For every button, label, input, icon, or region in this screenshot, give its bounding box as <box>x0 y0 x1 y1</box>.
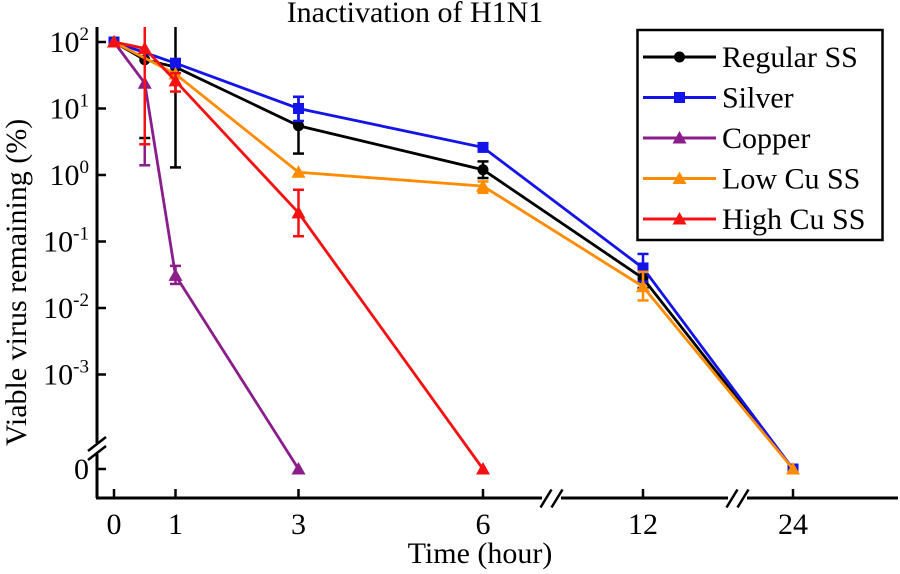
x-axis-break-1 <box>539 488 564 509</box>
y-break-slash <box>87 445 107 461</box>
y-tick-label: 0 <box>74 453 89 486</box>
data-point-marker <box>477 164 489 176</box>
data-point-marker <box>291 165 306 178</box>
x-break-slash <box>736 488 750 509</box>
y-tick-label: 10-3 <box>43 357 89 392</box>
x-break-slash <box>539 488 553 509</box>
data-point-marker <box>477 141 489 153</box>
x-axis-break-2 <box>725 488 750 509</box>
y-tick-label: 102 <box>50 24 90 59</box>
y-tick-label: 101 <box>50 91 90 126</box>
legend-entry-high-cu-ss: High Cu SS <box>643 203 865 236</box>
data-point-marker <box>170 57 181 69</box>
legend-label: Low Cu SS <box>722 163 860 196</box>
x-tick-label: 0 <box>107 508 122 541</box>
y-axis-ticks: 102 101 100 10-1 10-2 10-3 0 <box>43 24 106 486</box>
legend-label: Silver <box>722 82 794 115</box>
legend-entry-silver: Silver <box>643 82 794 115</box>
data-point-marker <box>636 279 650 293</box>
legend-marker <box>674 51 685 63</box>
y-axis-label: Viable virus remaining (%) <box>0 118 33 446</box>
data-point-marker <box>293 103 304 114</box>
legend-entry-low-cu-ss: Low Cu SS <box>643 163 860 196</box>
data-point-marker <box>291 462 306 475</box>
x-tick-label: 24 <box>778 508 808 541</box>
y-tick-label: 10-1 <box>43 224 89 259</box>
legend-label: Regular SS <box>722 41 858 74</box>
legend-marker <box>672 171 687 184</box>
data-point-marker <box>168 268 183 281</box>
series-line <box>112 41 300 470</box>
data-point-marker <box>107 35 121 48</box>
legend-marker <box>674 92 685 103</box>
data-point-marker <box>637 262 649 274</box>
x-tick-label: 6 <box>476 508 491 541</box>
legend-label: Copper <box>722 122 810 155</box>
x-axis-label: Time (hour) <box>407 537 553 570</box>
y-tick-label: 10-2 <box>43 290 89 325</box>
legend-marker <box>672 131 687 144</box>
x-tick-label: 1 <box>168 508 183 541</box>
legend-entry-regular-ss: Regular SS <box>643 41 858 74</box>
legend-marker <box>672 212 687 225</box>
error-bar <box>170 27 181 169</box>
data-point-marker <box>476 179 490 192</box>
data-point-marker <box>476 462 490 475</box>
x-break-slash <box>550 488 564 509</box>
data-point-marker <box>293 120 304 132</box>
data-point-marker <box>291 205 306 219</box>
x-axis-ticks: 0 1 3 6 12 24 <box>107 489 808 541</box>
y-break-slash <box>87 436 107 452</box>
series-high-cu-ss <box>107 27 490 475</box>
x-break-slash <box>725 488 739 509</box>
chart-title: Inactivation of H1N1 <box>286 0 544 29</box>
legend-entry-copper: Copper <box>643 122 810 155</box>
x-tick-label: 3 <box>291 508 306 541</box>
data-point-marker <box>786 462 800 475</box>
data-point-marker <box>168 73 183 87</box>
y-axis-break <box>87 436 107 461</box>
legend-label: High Cu SS <box>722 203 865 236</box>
x-tick-label: 12 <box>628 508 658 541</box>
y-tick-label: 100 <box>50 157 90 192</box>
data-point-marker <box>137 41 152 54</box>
legend: Regular SS Silver Copper Low Cu SS High Cu S… <box>636 28 884 242</box>
series-line <box>113 40 795 470</box>
